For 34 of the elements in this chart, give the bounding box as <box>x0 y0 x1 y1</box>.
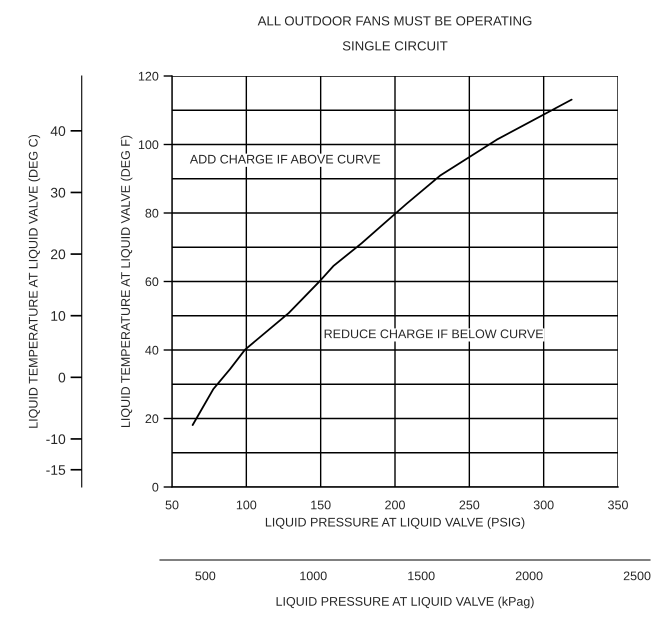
x-tick-label: 300 <box>534 500 554 510</box>
x-tick-label: 100 <box>236 500 256 510</box>
y-axis-title: LIQUID TEMPERATURE AT LIQUID VALVE (DEG F) <box>120 136 132 428</box>
y3-tick-label: 0 <box>58 372 66 382</box>
x2-tick-label: 1500 <box>408 571 435 580</box>
x2-axis-title: LIQUID PRESSURE AT LIQUID VALVE (kPag) <box>276 596 534 608</box>
x-tick-label: 350 <box>608 500 628 510</box>
x-axis-title: LIQUID PRESSURE AT LIQUID VALVE (PSIG) <box>266 517 524 530</box>
y-tick-label: 40 <box>145 346 158 355</box>
annotation: ADD CHARGE IF ABOVE CURVE <box>190 154 380 164</box>
y3-axis-title: LIQUID TEMPERATURE AT LIQUID VALVE (DEG C) <box>28 135 40 428</box>
x2-tick-label: 2500 <box>624 571 650 580</box>
y-tick-label: 100 <box>138 140 158 150</box>
x-tick-label: 150 <box>311 500 331 510</box>
y3-tick-label: 10 <box>51 311 66 321</box>
y3-tick-label: 20 <box>51 249 66 260</box>
x2-tick-label: 500 <box>195 571 216 580</box>
y-tick-label: 0 <box>152 482 158 492</box>
annotation: REDUCE CHARGE IF BELOW CURVE <box>324 329 544 338</box>
y-tick-label: 20 <box>146 414 158 424</box>
x2-tick-label: 1000 <box>300 571 327 580</box>
x-tick-label: 50 <box>166 500 178 510</box>
y-tick-label: 80 <box>145 208 158 218</box>
chart-subtitle: SINGLE CIRCUIT <box>342 41 448 51</box>
y3-tick-label: -15 <box>46 465 66 475</box>
x-tick-label: 200 <box>385 500 405 510</box>
x-tick-label: 250 <box>460 500 480 510</box>
y-tick-label: 120 <box>138 72 158 81</box>
y3-tick-label: -10 <box>46 434 66 444</box>
y3-tick-label: 30 <box>50 188 66 198</box>
x2-tick-label: 2000 <box>516 571 543 580</box>
y3-tick-label: 40 <box>50 126 66 136</box>
y-tick-label: 60 <box>146 277 158 286</box>
chart-title: ALL OUTDOOR FANS MUST BE OPERATING <box>258 16 532 26</box>
